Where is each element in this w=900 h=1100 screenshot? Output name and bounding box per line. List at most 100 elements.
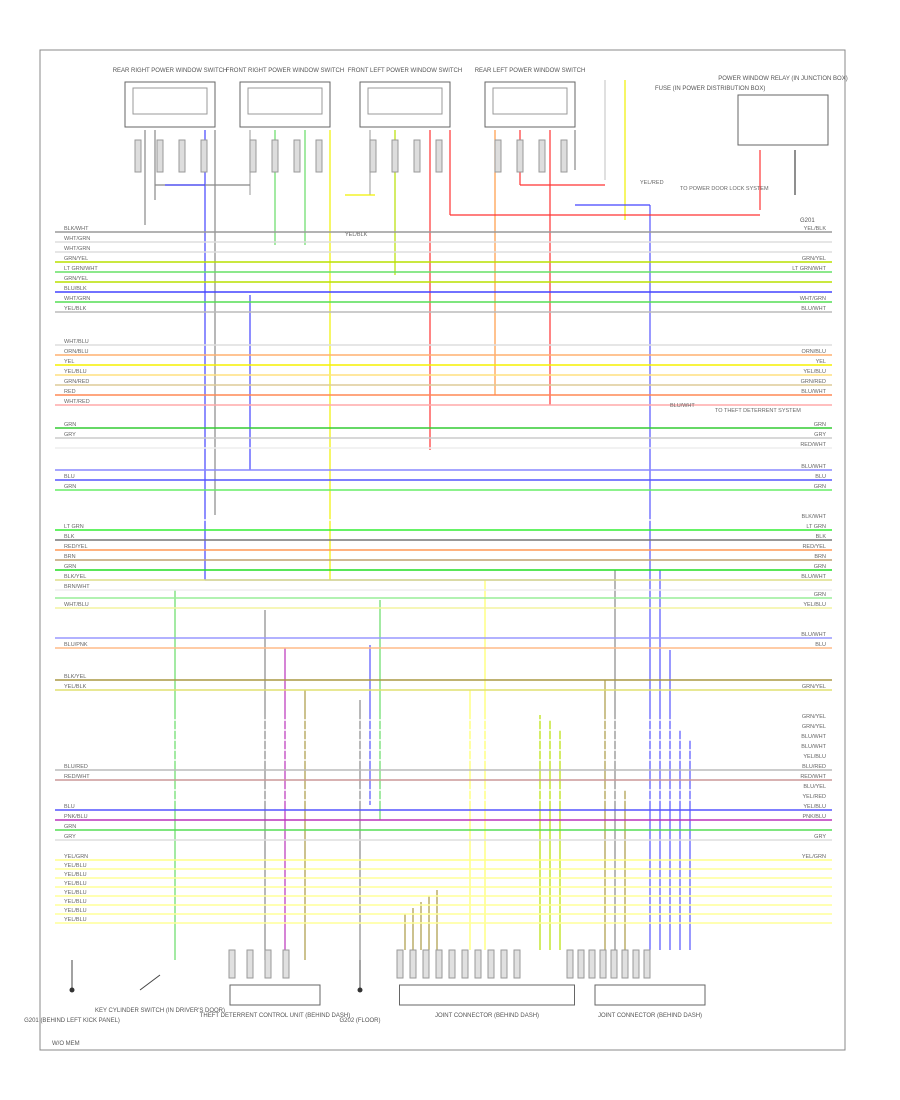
relay-box [737, 94, 829, 146]
wire-label-right: GRN/YEL [802, 256, 826, 262]
wire-label-right: GRN [814, 564, 826, 570]
terminal [448, 949, 456, 979]
switch-label: FRONT RIGHT POWER WINDOW SWITCH [226, 68, 344, 74]
pin [369, 139, 377, 173]
terminal [643, 949, 651, 979]
terminal [621, 949, 629, 979]
wire-label-left: GRN [64, 484, 76, 490]
wire-label-left: YEL/BLU [64, 881, 87, 887]
wire-label-right: YEL [816, 359, 826, 365]
pin [391, 139, 399, 173]
terminal [246, 949, 254, 979]
terminal [396, 949, 404, 979]
component-label: G201 (BEHIND LEFT KICK PANEL) [24, 1018, 120, 1024]
note: TO THEFT DETERRENT SYSTEM [715, 408, 801, 414]
wire-label-right: BLU/WHT [801, 574, 826, 580]
pin [156, 139, 164, 173]
wire-label-left: BRN/WHT [64, 584, 90, 590]
wire-label-right: RED/YEL [802, 544, 826, 550]
wire-label-left: ORN/BLU [64, 349, 88, 355]
wire-label-right: GRN/YEL [802, 714, 826, 720]
relay-ground: G201 [800, 218, 815, 224]
wire-label-left: BLU [64, 804, 75, 810]
wire-label-left: LT GRN [64, 524, 84, 530]
pin [178, 139, 186, 173]
wire-label-right: BLU/WHT [801, 464, 826, 470]
wire-label-right: LT GRN [806, 524, 826, 530]
wire-label-right: BLU/WHT [801, 306, 826, 312]
pin [435, 139, 443, 173]
pin [413, 139, 421, 173]
switch-label: FRONT LEFT POWER WINDOW SWITCH [348, 68, 462, 74]
wire-label-right: BLU [815, 474, 826, 480]
terminal [409, 949, 417, 979]
wire-label-right: BLK/WHT [802, 514, 827, 520]
wire-label-right: BLU/WHT [801, 632, 826, 638]
wire-label-left: WHT/RED [64, 399, 90, 405]
ground-point [357, 987, 363, 993]
wire-label-left: RED [64, 389, 76, 395]
terminal [513, 949, 521, 979]
fuse-note: FUSE (IN POWER DISTRIBUTION BOX) [655, 86, 765, 92]
footer: W/O MEM [52, 1041, 80, 1047]
pin [538, 139, 546, 173]
switch-box [124, 81, 216, 128]
wire-label-left: BRN [64, 554, 76, 560]
switch-box [359, 81, 451, 128]
wire-label-left: YEL/BLU [64, 872, 87, 878]
wire-label-left: YEL [64, 359, 74, 365]
switch-inner [492, 87, 568, 115]
wire-label-right: YEL/RED [802, 794, 826, 800]
wire-label-right: GRY [814, 432, 826, 438]
terminal [474, 949, 482, 979]
terminal [264, 949, 272, 979]
terminal [282, 949, 290, 979]
wire-label-left: BLK/YEL [64, 674, 86, 680]
wire-label-right: BLU/WHT [801, 744, 826, 750]
wire-label-right: YEL/BLU [803, 602, 826, 608]
wire-label-right: ORN/BLU [802, 349, 826, 355]
switch-box [484, 81, 576, 128]
wire-label-left: BLU/PNK [64, 642, 88, 648]
wire-label-left: GRN/YEL [64, 256, 88, 262]
note: BLU/WHT [670, 403, 695, 409]
switch-arm [139, 974, 161, 991]
terminal [610, 949, 618, 979]
wire-label-left: GRN/RED [64, 379, 89, 385]
wire-label-left: YEL/BLU [64, 917, 87, 923]
switch-label: REAR RIGHT POWER WINDOW SWITCH [113, 68, 228, 74]
wire-label-right: RED/WHT [800, 442, 826, 448]
wire-label-right: BLU [815, 642, 826, 648]
terminal [487, 949, 495, 979]
terminal [599, 949, 607, 979]
pin [134, 139, 142, 173]
wire-label-left: YEL/BLU [64, 908, 87, 914]
pin [494, 139, 502, 173]
switch-inner [367, 87, 443, 115]
wire-label-left: WHT/BLU [64, 339, 89, 345]
pin [516, 139, 524, 173]
terminal [461, 949, 469, 979]
wire-label-left: GRY [64, 432, 76, 438]
wire-label-right: RED/WHT [800, 774, 826, 780]
connector-box [594, 984, 706, 1006]
component-label: THEFT DETERRENT CONTROL UNIT (BEHIND DAS… [200, 1013, 350, 1019]
wire-label-left: BLU/BLK [64, 286, 87, 292]
wire-label-right: GRN [814, 592, 826, 598]
component-label: JOINT CONNECTOR (BEHIND DASH) [598, 1013, 702, 1019]
wire-label-right: YEL/BLU [803, 369, 826, 375]
pin [271, 139, 279, 173]
wire-label-left: YEL/BLU [64, 899, 87, 905]
wire-label-right: BLU/YEL [803, 784, 826, 790]
wire-label-right: WHT/GRN [800, 296, 826, 302]
wire-label-left: YEL/BLK [64, 306, 87, 312]
wire-label-left: GRN [64, 564, 76, 570]
wire-label-left: WHT/BLU [64, 602, 89, 608]
terminal [632, 949, 640, 979]
component-label: G202 (FLOOR) [339, 1018, 380, 1024]
wire-label-right: YEL/GRN [802, 854, 826, 860]
pin [560, 139, 568, 173]
wire-label-left: GRN/YEL [64, 276, 88, 282]
wire-label-left: YEL/GRN [64, 854, 88, 860]
